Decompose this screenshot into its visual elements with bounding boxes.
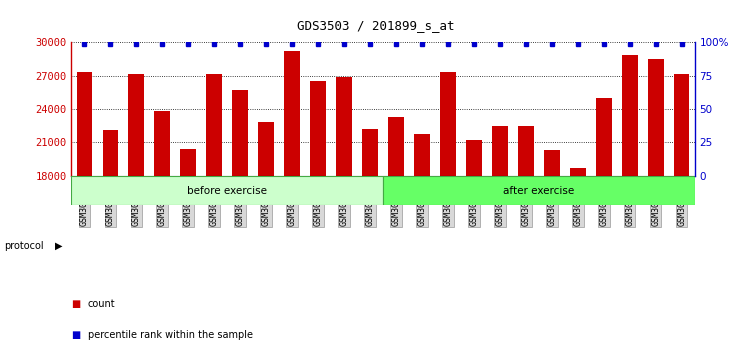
Bar [544, 150, 559, 176]
Text: ▶: ▶ [55, 241, 62, 251]
Bar [336, 77, 351, 176]
Bar [180, 149, 196, 176]
Bar [415, 133, 430, 176]
Text: count: count [88, 299, 116, 309]
Bar [674, 74, 689, 176]
Bar [570, 168, 586, 176]
Bar [362, 129, 378, 176]
Bar [648, 59, 664, 176]
Bar [310, 81, 326, 176]
Bar [128, 74, 144, 176]
Bar [492, 126, 508, 176]
Bar [155, 111, 170, 176]
Bar [77, 73, 92, 176]
Text: protocol: protocol [4, 241, 44, 251]
Text: after exercise: after exercise [503, 185, 575, 195]
FancyBboxPatch shape [383, 176, 695, 205]
Text: percentile rank within the sample: percentile rank within the sample [88, 330, 253, 339]
Bar [622, 55, 638, 176]
Text: GDS3503 / 201899_s_at: GDS3503 / 201899_s_at [297, 19, 454, 33]
Bar [258, 122, 274, 176]
Text: ■: ■ [71, 299, 80, 309]
Bar [518, 126, 534, 176]
Bar [388, 117, 404, 176]
Text: before exercise: before exercise [187, 185, 267, 195]
Bar [440, 73, 456, 176]
Bar [207, 74, 222, 176]
FancyBboxPatch shape [71, 176, 383, 205]
Bar [466, 140, 481, 176]
Bar [102, 130, 118, 176]
Text: ■: ■ [71, 330, 80, 339]
Bar [596, 98, 611, 176]
Bar [285, 51, 300, 176]
Bar [232, 90, 248, 176]
